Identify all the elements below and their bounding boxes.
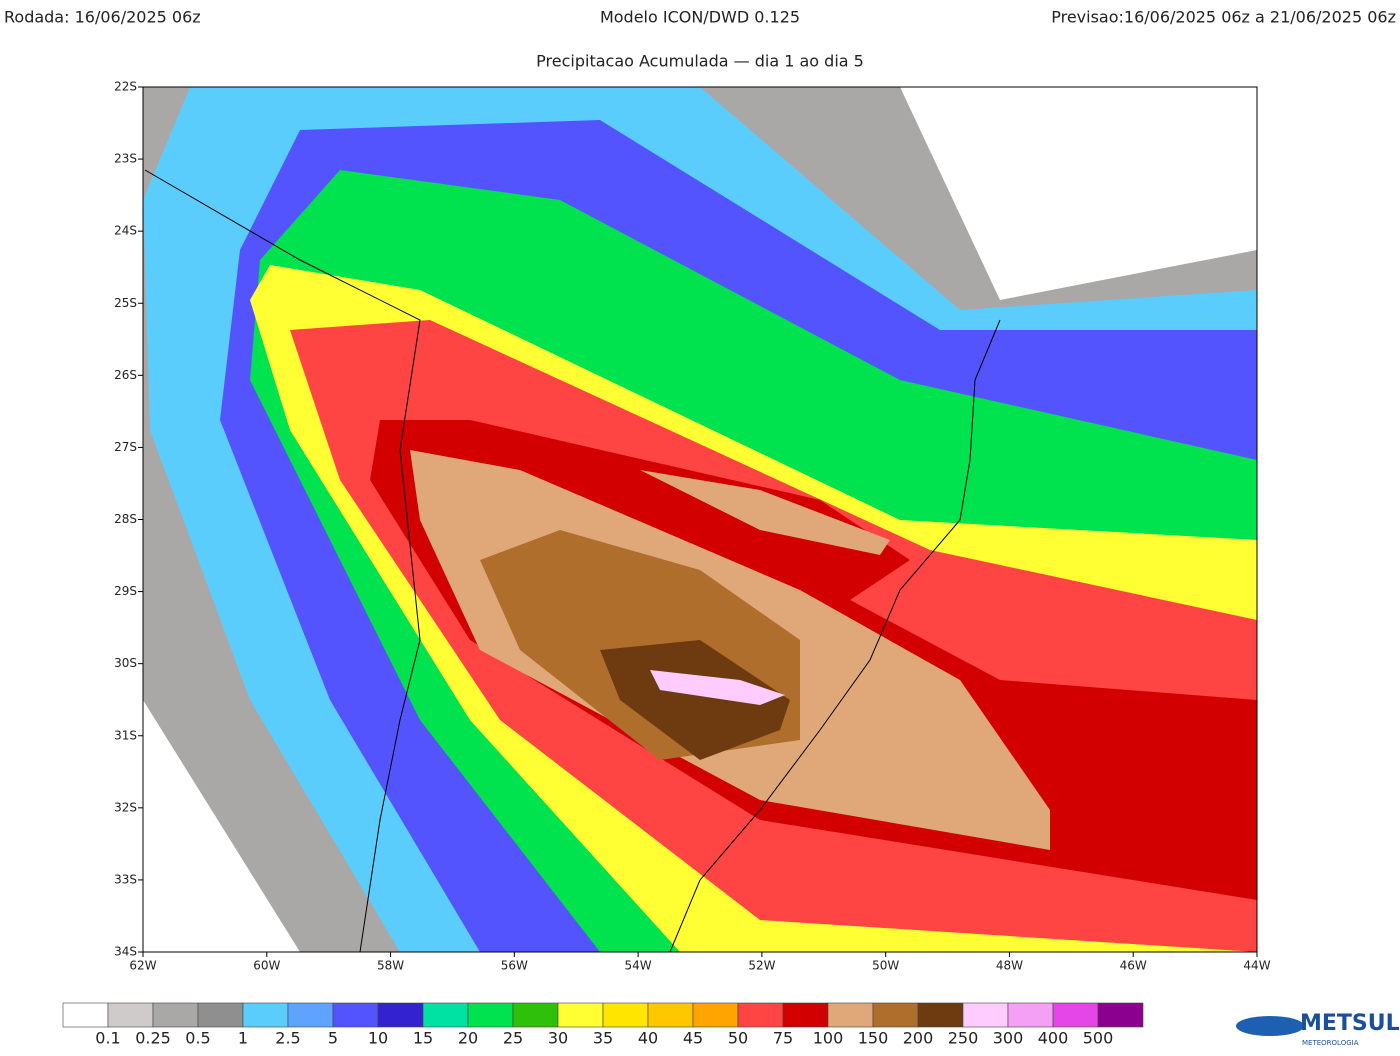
colorbar-label: 0.5 (185, 1029, 210, 1048)
lon-label: 60W (253, 959, 280, 973)
colorbar-label: 500 (1083, 1029, 1114, 1048)
lon-label: 54W (625, 959, 652, 973)
model-title: Modelo ICON/DWD 0.125 (600, 8, 800, 27)
colorbar-box (467, 1002, 514, 1028)
forecast-label: Previsao:16/06/2025 06z a 21/06/2025 06z (1051, 8, 1396, 27)
colorbar-label: 40 (638, 1029, 658, 1048)
colorbar-box (107, 1002, 154, 1028)
lon-label: 58W (377, 959, 404, 973)
colorbar-box (287, 1002, 334, 1028)
lat-label: 29S (114, 584, 137, 598)
colorbar-box (737, 1002, 784, 1028)
colorbar-label: 0.25 (135, 1029, 171, 1048)
colorbar-label: 30 (548, 1029, 568, 1048)
colorbar-box (692, 1002, 739, 1028)
colorbar-label: 15 (413, 1029, 433, 1048)
colorbar-box (602, 1002, 649, 1028)
colorbar-box (62, 1002, 109, 1028)
colorbar-box (422, 1002, 469, 1028)
lon-label: 44W (1243, 959, 1270, 973)
lon-label: 46W (1120, 959, 1147, 973)
colorbar-box (332, 1002, 379, 1028)
colorbar-label: 75 (773, 1029, 793, 1048)
precipitation-field (143, 87, 1257, 952)
lat-label: 32S (114, 800, 137, 814)
colorbar-label: 20 (458, 1029, 478, 1048)
lat-label: 25S (114, 296, 137, 310)
lon-label: 48W (996, 959, 1023, 973)
lon-label: 50W (872, 959, 899, 973)
colorbar-label: 300 (993, 1029, 1024, 1048)
lat-label: 31S (114, 728, 137, 742)
lon-label: 52W (748, 959, 775, 973)
colorbar-box (512, 1002, 559, 1028)
run-label: Rodada: 16/06/2025 06z (4, 8, 201, 27)
lat-label: 24S (114, 224, 137, 238)
colorbar-box (1097, 1002, 1144, 1028)
subtitle: Precipitacao Acumulada — dia 1 ao dia 5 (536, 52, 864, 71)
lat-label: 23S (114, 152, 137, 166)
lat-label: 30S (114, 656, 137, 670)
colorbar-label: 45 (683, 1029, 703, 1048)
lon-label: 62W (129, 959, 156, 973)
lat-label: 26S (114, 368, 137, 382)
colorbar-label: 0.1 (95, 1029, 120, 1048)
colorbar-label: 150 (858, 1029, 889, 1048)
logo-sub: METEOROLOGIA (1302, 1039, 1359, 1047)
colorbar-box (197, 1002, 244, 1028)
colorbar-box (962, 1002, 1009, 1028)
lat-label: 33S (114, 872, 137, 886)
colorbar-label: 35 (593, 1029, 613, 1048)
colorbar-box (647, 1002, 694, 1028)
colorbar-label: 25 (503, 1029, 523, 1048)
lon-label: 56W (501, 959, 528, 973)
colorbar-label: 1 (238, 1029, 248, 1048)
logo-globe (1236, 1016, 1304, 1036)
lat-label: 28S (114, 512, 137, 526)
colorbar-box (242, 1002, 289, 1028)
lat-label: 27S (114, 440, 137, 454)
colorbar-label: 200 (903, 1029, 934, 1048)
colorbar-label: 50 (728, 1029, 748, 1048)
colorbar-label: 100 (813, 1029, 844, 1048)
colorbar-box (782, 1002, 829, 1028)
colorbar-box (1007, 1002, 1054, 1028)
colorbar-label: 400 (1038, 1029, 1069, 1048)
colorbar-box (827, 1002, 874, 1028)
colorbar-box (152, 1002, 199, 1028)
lat-label: 22S (114, 80, 137, 94)
lat-label: 34S (114, 945, 137, 959)
colorbar-label: 10 (368, 1029, 388, 1048)
colorbar-box (917, 1002, 964, 1028)
colorbar-label: 5 (328, 1029, 338, 1048)
colorbar-label: 2.5 (275, 1029, 300, 1048)
colorbar-box (872, 1002, 919, 1028)
colorbar-box (1052, 1002, 1099, 1028)
colorbar-box (557, 1002, 604, 1028)
logo-name: METSUL (1300, 1011, 1400, 1036)
colorbar-box (377, 1002, 424, 1028)
colorbar-label: 250 (948, 1029, 979, 1048)
